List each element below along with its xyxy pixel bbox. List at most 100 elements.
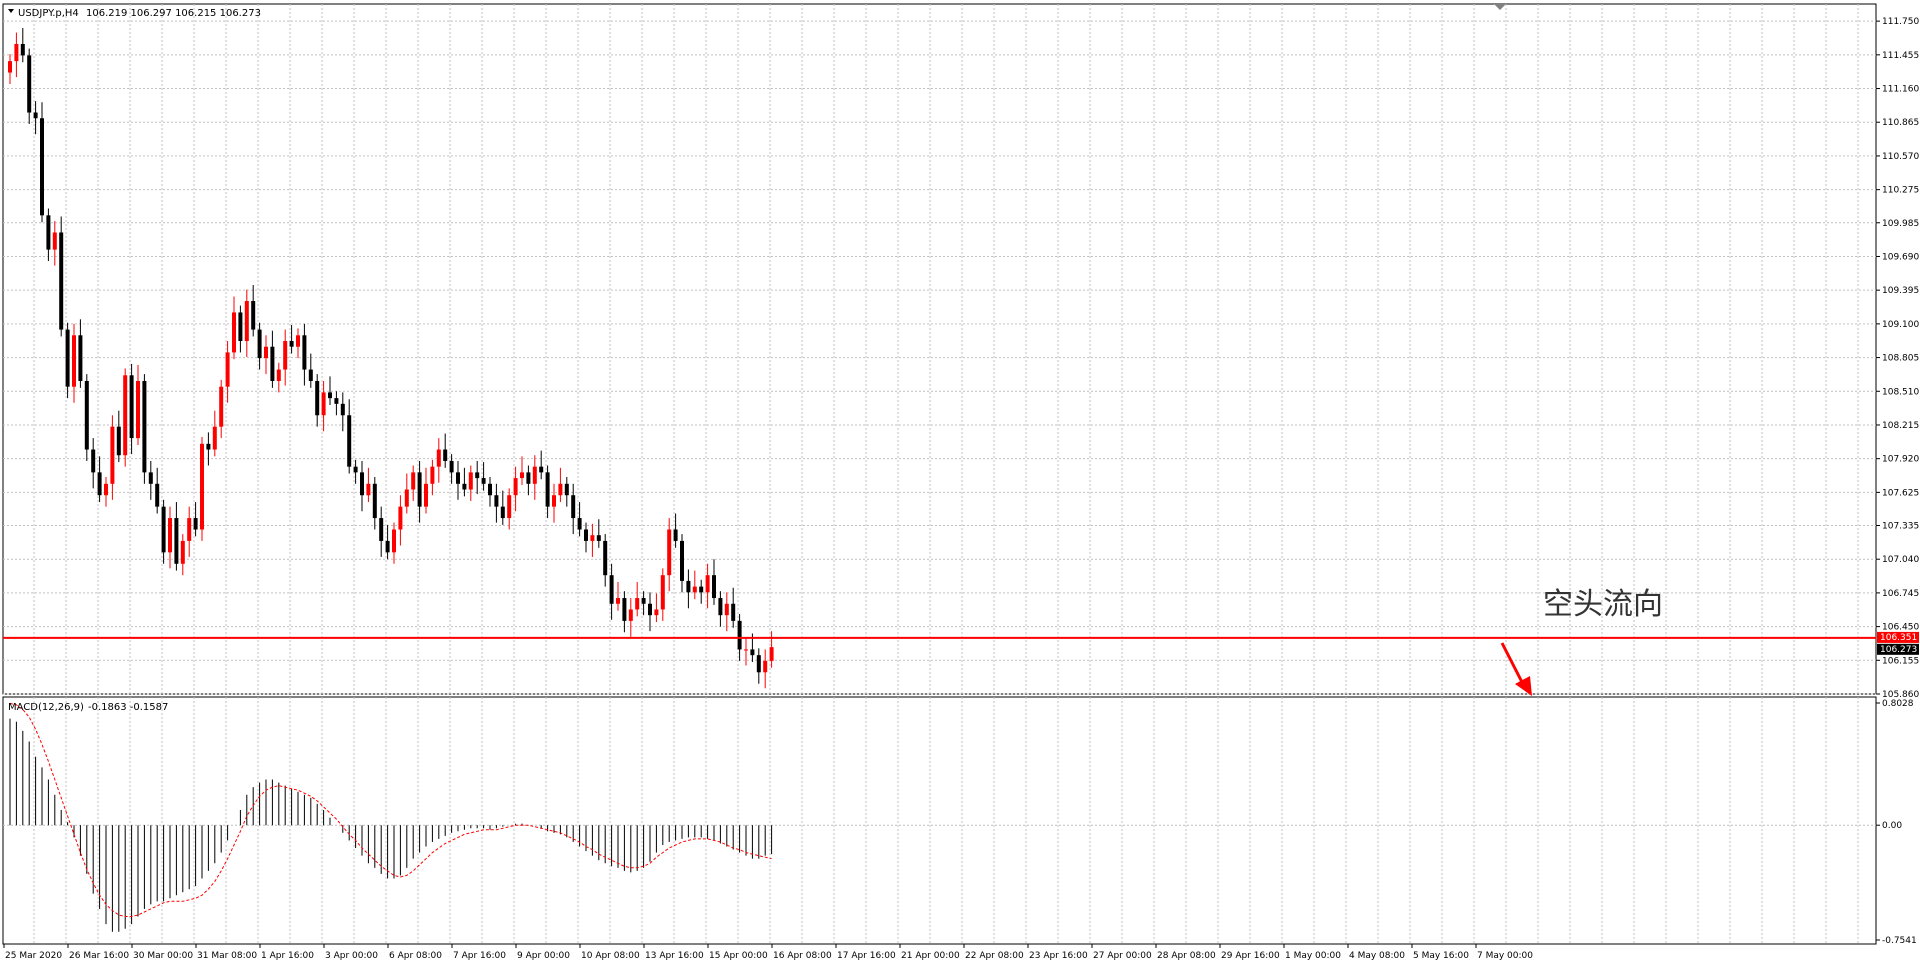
candle-body	[212, 426, 217, 450]
candle-body	[161, 506, 166, 553]
candle-body	[104, 483, 108, 496]
candle-body	[27, 55, 32, 113]
time-tick-label: 23 Apr 16:00	[1029, 951, 1088, 961]
candle-body	[168, 518, 172, 553]
candle-body	[462, 483, 467, 490]
candle	[168, 506, 172, 569]
candle	[78, 319, 83, 388]
candle	[264, 335, 268, 375]
candle	[692, 570, 697, 600]
candle-body	[97, 472, 102, 496]
candle-body	[91, 449, 96, 473]
candle	[699, 579, 704, 604]
candle	[648, 592, 652, 632]
time-tick-label: 3 Apr 00:00	[325, 951, 378, 961]
candle	[136, 364, 140, 445]
time-tick-label: 22 Apr 08:00	[965, 951, 1024, 961]
price-axis: 111.750 111.455 111.160 110.865 110.570 110.2…	[1876, 17, 1919, 700]
macd-signal-line	[9, 702, 772, 917]
candle	[392, 522, 396, 564]
symbol-label: USDJPY.p,H4	[18, 8, 79, 19]
candle	[360, 460, 364, 512]
candle	[84, 374, 89, 461]
candle-body	[59, 232, 64, 330]
candle-body	[289, 341, 294, 347]
candle-body	[520, 472, 524, 479]
candle-body	[750, 649, 755, 656]
candle-body	[353, 466, 358, 473]
time-tick-label: 7 May 00:00	[1477, 951, 1533, 961]
symbol-dropdown-icon[interactable]	[8, 9, 14, 13]
candle-body	[347, 415, 352, 467]
candle	[289, 325, 294, 354]
price-tag: 106.273	[1877, 643, 1919, 655]
price-tick-label: 108.510	[1882, 387, 1919, 397]
candle-body	[315, 380, 320, 416]
time-tick-label: 29 Apr 16:00	[1221, 951, 1280, 961]
candle	[539, 450, 544, 480]
candle-body	[456, 472, 460, 484]
candle	[212, 410, 217, 457]
candle	[417, 460, 422, 523]
candle	[763, 649, 768, 689]
candle	[187, 506, 192, 557]
candle-body	[769, 647, 774, 661]
candle-body	[78, 335, 83, 381]
candle	[481, 462, 486, 491]
candle-body	[321, 392, 326, 416]
candle	[590, 523, 595, 557]
candle-body	[302, 335, 307, 370]
candle-body	[449, 460, 454, 473]
candle-body	[257, 329, 262, 359]
scroll-marker-icon[interactable]	[1494, 4, 1506, 10]
candle	[705, 563, 710, 609]
price-tag-bg	[1877, 643, 1919, 655]
candle	[72, 323, 76, 403]
candle-body	[558, 483, 563, 496]
price-tick-label: 106.155	[1882, 656, 1919, 666]
candle-body	[155, 483, 160, 507]
candle-body	[276, 369, 281, 381]
candle	[532, 455, 537, 500]
candle-body	[404, 489, 409, 507]
candle-body	[635, 598, 640, 610]
candle-body	[334, 398, 339, 404]
time-tick-label: 16 Apr 08:00	[773, 951, 832, 961]
candle	[571, 483, 576, 535]
candle	[609, 563, 614, 620]
time-tick-label: 1 Apr 16:00	[261, 951, 314, 961]
candle-body	[596, 535, 601, 541]
candle	[340, 392, 345, 432]
candle-body	[705, 575, 710, 593]
price-tag-label: 106.351	[1880, 633, 1917, 643]
time-tick-label: 28 Apr 08:00	[1157, 951, 1216, 961]
time-tick-label: 10 Apr 08:00	[581, 951, 640, 961]
time-tick-label: 7 Apr 16:00	[453, 951, 506, 961]
candle	[500, 490, 505, 525]
price-tick-label: 107.920	[1882, 455, 1919, 465]
candle-body	[571, 495, 576, 519]
candle	[404, 473, 409, 514]
candle-body	[584, 529, 588, 541]
candle	[673, 513, 678, 548]
candle	[552, 483, 556, 523]
candle	[680, 534, 684, 593]
time-tick-label: 26 Mar 16:00	[69, 951, 129, 961]
candle	[756, 648, 761, 684]
candle-body	[385, 540, 390, 553]
candle-body	[654, 609, 659, 616]
candle-body	[667, 529, 672, 576]
price-tag-label: 106.273	[1880, 645, 1917, 655]
candle-body	[225, 352, 230, 387]
candle-body	[372, 483, 377, 519]
time-tick-label: 9 Apr 00:00	[517, 951, 570, 961]
candle-body	[686, 580, 691, 593]
candle	[238, 305, 243, 353]
candle-body	[129, 375, 134, 439]
candle-body	[72, 335, 76, 387]
candle	[443, 433, 448, 468]
candle-body	[500, 506, 505, 519]
candle	[59, 216, 64, 337]
candle-body	[577, 518, 582, 530]
candle	[174, 502, 179, 571]
